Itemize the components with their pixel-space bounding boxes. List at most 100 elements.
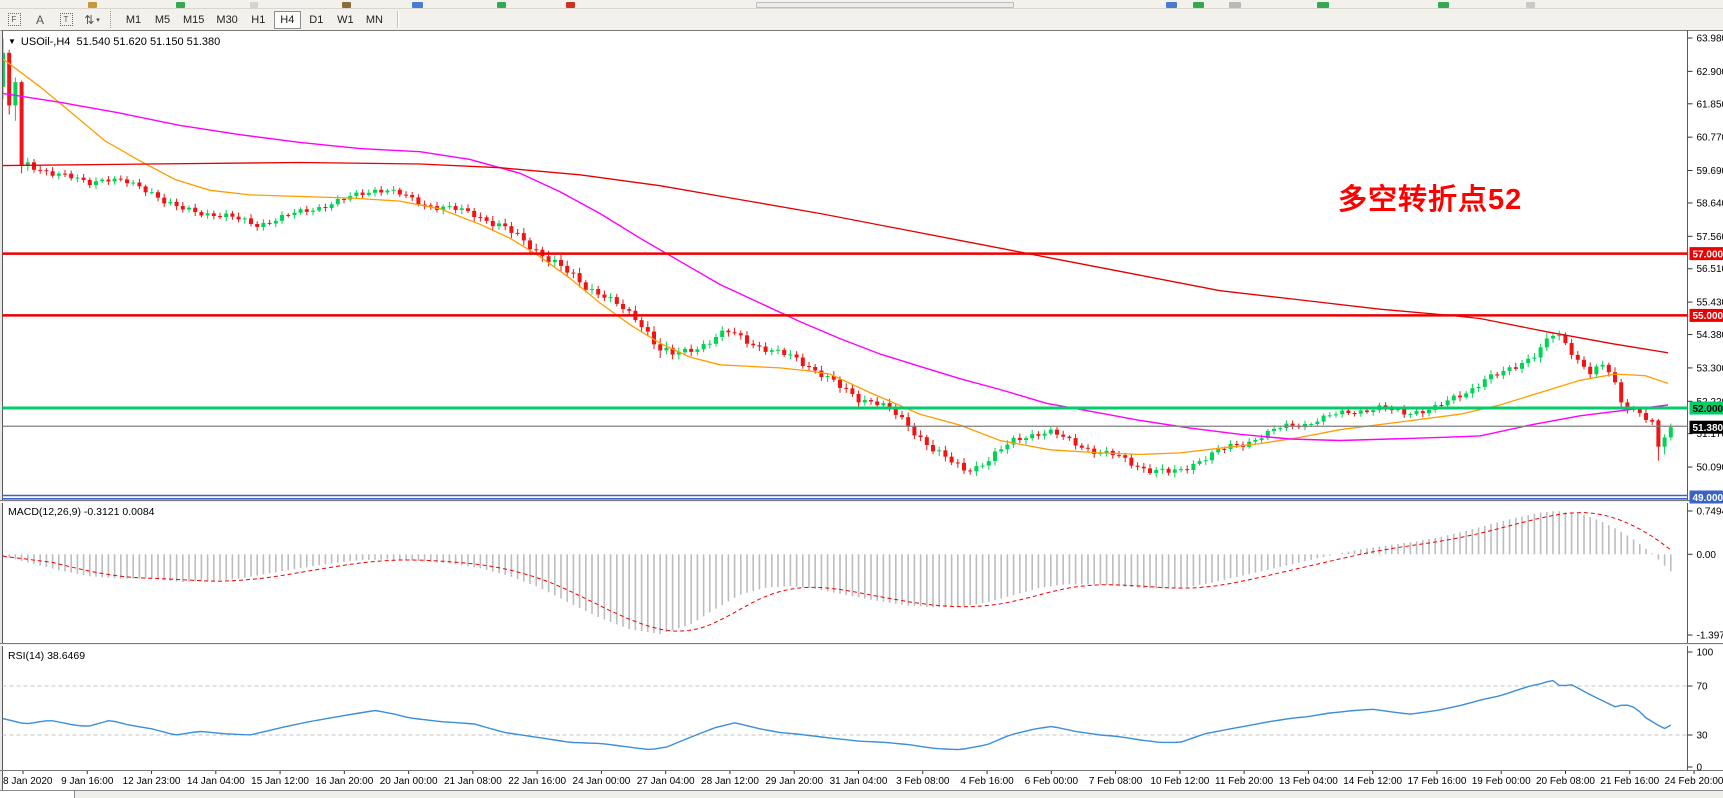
timeframe-buttons: M1 M5 M15 M30 H1 H4 D1 W1 MN [119, 10, 389, 29]
svg-text:51.380: 51.380 [1693, 423, 1723, 434]
timeframe-button-M15[interactable]: M15 [178, 11, 209, 29]
toolbar-icon-stub[interactable] [1317, 2, 1329, 8]
toolbar-icon-stub[interactable] [342, 2, 351, 8]
time-axis-label: 12 Jan 23:00 [123, 776, 181, 787]
time-axis-label: 20 Jan 00:00 [380, 776, 438, 787]
time-axis-label: 10 Feb 12:00 [1150, 776, 1209, 787]
svg-text:100: 100 [1697, 648, 1714, 659]
svg-text:58.640: 58.640 [1697, 198, 1723, 209]
time-axis-label: 7 Feb 08:00 [1089, 776, 1143, 787]
toolbar-separator [396, 11, 398, 28]
svg-text:52.000: 52.000 [1693, 404, 1723, 415]
toolbar-icon-stub[interactable] [1166, 2, 1177, 8]
price-badge-55.000: 55.000 [1689, 308, 1723, 322]
svg-text:54.380: 54.380 [1697, 330, 1723, 341]
chart-tab-stub[interactable] [0, 791, 75, 798]
time-axis-label: 13 Feb 04:00 [1279, 776, 1338, 787]
toolbar: F A T ⇅ ▾ M1 M5 M15 M30 H1 H4 D1 W1 MN [0, 9, 1723, 31]
chart-canvas[interactable]: 63.980 62.900 61.850 60.770 59.690 58.640 57.5… [0, 30, 1723, 790]
time-axis-label: 15 Jan 12:00 [251, 776, 309, 787]
macd-indicator-label: MACD(12,26,9) -0.3121 0.0084 [8, 506, 155, 518]
svg-text:60.770: 60.770 [1697, 133, 1723, 144]
timeframe-button-M1[interactable]: M1 [120, 11, 147, 29]
svg-text:56.510: 56.510 [1697, 264, 1723, 275]
svg-text:53.300: 53.300 [1697, 363, 1723, 374]
macd-axis: 0.7494 0.00 -1.3973 [1687, 507, 1723, 642]
grid-snap-icon[interactable]: F [2, 11, 26, 28]
svg-text:-1.3973: -1.3973 [1697, 631, 1723, 642]
time-axis-label: 22 Jan 16:00 [508, 776, 566, 787]
svg-text:57.560: 57.560 [1697, 232, 1723, 243]
toolbar-icon-stub[interactable] [756, 2, 1014, 8]
toolbar-separator [110, 11, 116, 28]
timeframe-button-M5[interactable]: M5 [149, 11, 176, 29]
chevron-down-icon[interactable]: ▼ [8, 37, 16, 46]
timeframe-button-W1[interactable]: W1 [332, 11, 359, 29]
time-axis-label: 4 Feb 16:00 [960, 776, 1014, 787]
svg-text:70: 70 [1697, 682, 1709, 693]
svg-text:55.000: 55.000 [1693, 311, 1723, 322]
time-axis-label: 8 Jan 2020 [3, 776, 53, 787]
time-axis-label: 21 Feb 16:00 [1600, 776, 1659, 787]
toolbar-icon-stub[interactable] [88, 2, 97, 8]
time-axis-label: 24 Feb 20:00 [1665, 776, 1723, 787]
text-label-icon[interactable]: A [35, 12, 44, 27]
rsi-line [3, 679, 1672, 751]
symbol-ohlc-text: USOil-,H4 51.540 51.620 51.150 51.380 [20, 36, 221, 48]
svg-text:61.850: 61.850 [1697, 99, 1723, 110]
toolbar-icon-stub[interactable] [412, 2, 423, 8]
svg-text:0.00: 0.00 [1697, 550, 1717, 561]
toolbar-icon-stub[interactable] [176, 2, 185, 8]
ma-slow-red [3, 161, 1669, 354]
toolbar-icon-stub[interactable] [566, 2, 575, 8]
text-box-icon[interactable]: T [54, 11, 78, 28]
chart-frame [0, 30, 1723, 790]
time-axis-label: 14 Jan 04:00 [187, 776, 245, 787]
time-axis-label: 17 Feb 16:00 [1407, 776, 1466, 787]
time-axis-label: 20 Feb 08:00 [1536, 776, 1595, 787]
rsi-indicator-label: RSI(14) 38.6469 [8, 650, 86, 662]
timeframe-button-H1[interactable]: H1 [245, 11, 272, 29]
svg-text:51.170: 51.170 [1697, 429, 1723, 440]
toolbar-icon-stub[interactable] [497, 2, 506, 8]
timeframe-button-H4[interactable]: H4 [273, 10, 301, 29]
time-axis-label: 28 Jan 12:00 [701, 776, 759, 787]
time-axis-label: 9 Jan 16:00 [61, 776, 114, 787]
top-toolbar-strip [0, 0, 1723, 9]
timeframe-button-D1[interactable]: D1 [303, 11, 330, 29]
rsi-axis: 100 70 30 0 [1687, 648, 1714, 774]
toolbar-icon-stub[interactable] [1229, 2, 1241, 8]
price-badge-49.000: 49.000 [1689, 490, 1723, 504]
svg-text:50.090: 50.090 [1697, 463, 1723, 474]
toolbar-icon-stub[interactable] [1526, 2, 1535, 8]
time-axis-label: 16 Jan 20:00 [315, 776, 373, 787]
chevron-down-icon[interactable]: ▾ [96, 16, 100, 24]
svg-text:49.000: 49.000 [1693, 493, 1723, 504]
timeframe-button-MN[interactable]: MN [361, 11, 388, 29]
object-arrows-icon[interactable]: ⇅ ▾ [84, 12, 100, 27]
h-line-support-49[interactable] [2, 494, 1688, 500]
time-axis: 8 Jan 2020 9 Jan 16:00 12 Jan 23:00 14 Jan … [3, 771, 1723, 787]
svg-text:62.900: 62.900 [1697, 67, 1723, 78]
bid-price-badge: 51.380 [1689, 420, 1723, 434]
timeframe-button-M30[interactable]: M30 [211, 11, 242, 29]
toolbar-icon-stub[interactable] [1438, 2, 1449, 8]
time-axis-label: 3 Feb 08:00 [896, 776, 950, 787]
svg-text:55.430: 55.430 [1697, 298, 1723, 309]
price-badge-52.000: 52.000 [1689, 401, 1723, 415]
time-axis-label: 11 Feb 20:00 [1215, 776, 1274, 787]
candlestick-series [3, 38, 1673, 478]
time-axis-label: 24 Jan 00:00 [573, 776, 631, 787]
time-axis-label: 14 Feb 12:00 [1343, 776, 1402, 787]
price-badge-57.000: 57.000 [1689, 247, 1723, 260]
toolbar-icon-stub[interactable] [1193, 2, 1204, 8]
drawing-tools: F A T ⇅ ▾ [0, 11, 104, 28]
macd-histogram [3, 511, 1672, 634]
chart-window[interactable]: 63.980 62.900 61.850 60.770 59.690 58.640 57.5… [0, 30, 1723, 790]
time-axis-label: 6 Feb 00:00 [1025, 776, 1079, 787]
window-bottom-strip [0, 790, 1723, 798]
time-axis-label: 19 Feb 00:00 [1472, 776, 1531, 787]
toolbar-icon-stub[interactable] [250, 2, 258, 8]
chart-annotation-text[interactable]: 多空转折点52 [1338, 184, 1523, 216]
